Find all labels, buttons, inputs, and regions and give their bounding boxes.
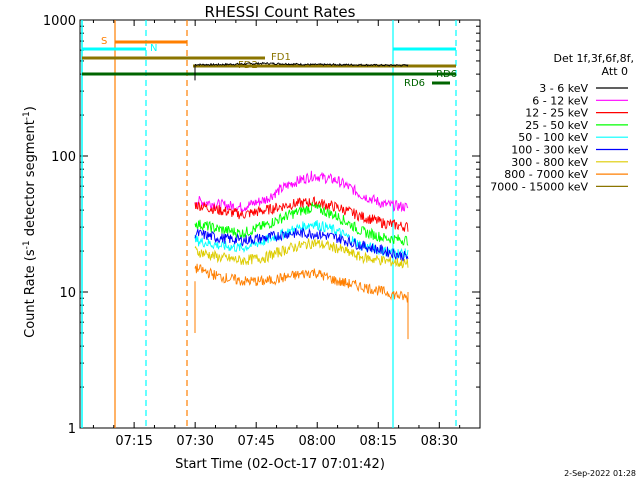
legend-label: 7000 - 15000 keV — [490, 180, 588, 193]
instrument-flags: S N FD1 FD2 RD6 RD6 — [82, 36, 457, 89]
x-tick-label: 08:00 — [298, 434, 335, 449]
flag-label: N — [150, 43, 157, 54]
series-line — [194, 61, 409, 67]
vertical-markers — [81, 20, 457, 428]
series-line — [194, 227, 409, 262]
legend-label: 25 - 50 keV — [525, 119, 588, 132]
x-tick-label: 08:15 — [360, 434, 397, 449]
flag-label: FD1 — [271, 52, 291, 63]
y-axis-label: Count Rate (s-1 detector segment-1) — [22, 106, 38, 338]
y-tick-label: 100 — [51, 150, 76, 165]
legend-label: 800 - 7000 keV — [504, 168, 588, 181]
flag-label: S — [101, 36, 107, 47]
axis-ticks: 07:15 07:30 07:45 08:00 08:15 08:30 1 10 100 1000 — [43, 14, 480, 449]
legend-label: 6 - 12 keV — [532, 94, 588, 107]
legend-label: 12 - 25 keV — [525, 107, 588, 120]
x-tick-label: 07:30 — [176, 434, 213, 449]
plot-frame — [79, 19, 481, 429]
x-tick-label: 08:30 — [421, 434, 458, 449]
x-tick-label: 07:15 — [115, 434, 152, 449]
flag-label: RD6 — [436, 69, 457, 80]
legend-label: 100 - 300 keV — [511, 144, 588, 157]
chart-title: RHESSI Count Rates — [205, 3, 356, 21]
series-line — [194, 202, 409, 246]
legend-header-2: Att 0 — [602, 65, 628, 78]
x-axis-label: Start Time (02-Oct-17 07:01:42) — [175, 457, 385, 472]
legend-label: 300 - 800 keV — [511, 156, 588, 169]
series-lines — [194, 61, 409, 340]
legend-label: 3 - 6 keV — [539, 82, 588, 95]
series-line — [194, 263, 409, 303]
series-line — [194, 196, 409, 232]
y-tick-label: 10 — [59, 286, 76, 301]
footer-date: 2-Sep-2022 01:28 — [564, 469, 636, 478]
series-line — [194, 238, 409, 269]
y-tick-label: 1 — [68, 422, 76, 437]
legend-label: 50 - 100 keV — [518, 131, 588, 144]
x-tick-label: 07:45 — [237, 434, 274, 449]
flag-label: FD2 — [238, 60, 258, 71]
legend-header-1: Det 1f,3f,6f,8f, — [553, 52, 634, 65]
y-tick-label: 1000 — [43, 14, 76, 29]
series-line — [194, 219, 409, 259]
series-line — [194, 170, 409, 213]
flag-label: RD6 — [404, 78, 425, 89]
